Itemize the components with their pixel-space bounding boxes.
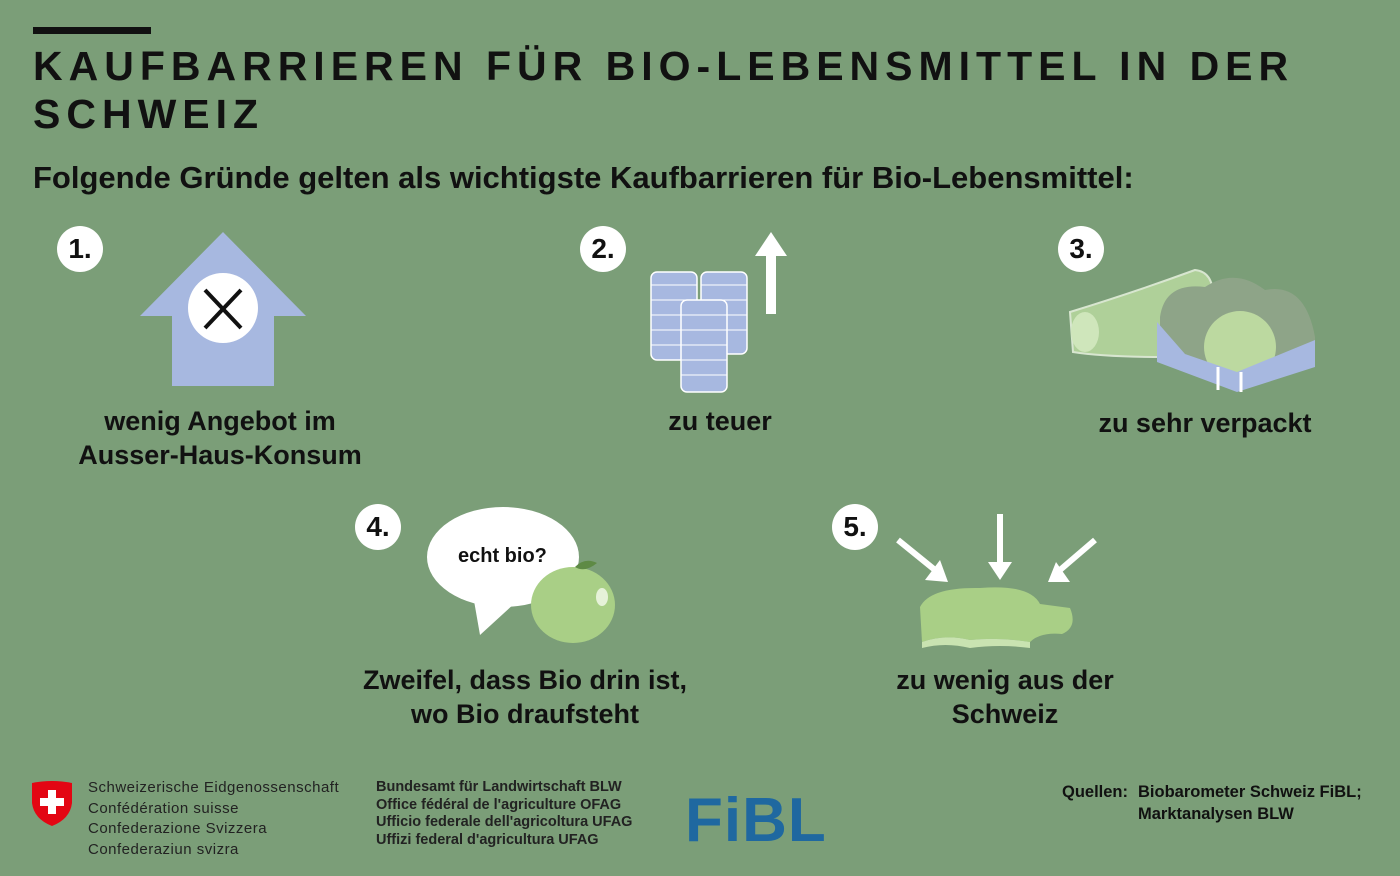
packaged-vegetables-icon (1068, 268, 1315, 392)
item-caption-5: zu wenig aus der Schweiz (850, 663, 1160, 731)
caption-line: Schweiz (951, 699, 1059, 729)
caption-line: zu teuer (668, 406, 772, 436)
federation-line: Schweizerische Eidgenossenschaft (88, 779, 340, 796)
swiss-coat-of-arms-icon (32, 781, 72, 826)
sources: Quellen: Biobarometer Schweiz FiBL; Mark… (1062, 781, 1362, 825)
fibl-logo: FiBL (685, 786, 827, 855)
item-caption-1: wenig Angebot im Ausser-Haus-Konsum (40, 404, 400, 472)
caption-line: zu wenig aus der (896, 665, 1114, 695)
sources-label: Quellen: (1062, 783, 1129, 801)
federation-line: Confederazione Svizzera (88, 820, 268, 837)
page-title: KAUFBARRIEREN FÜR BIO-LEBENSMITTEL IN DE… (33, 43, 1295, 137)
page-subtitle: Folgende Gründe gelten als wichtigste Ka… (33, 160, 1134, 195)
caption-line: wenig Angebot im (104, 406, 336, 436)
item-caption-4: Zweifel, dass Bio drin ist, wo Bio drauf… (320, 663, 730, 731)
caption-line: Ausser-Haus-Konsum (78, 440, 362, 470)
speech-bubble-text: echt bio? (458, 545, 547, 567)
item-number-5: 5. (832, 504, 878, 550)
federation-line: Confédération suisse (88, 799, 239, 817)
source-line: Marktanalysen BLW (1138, 805, 1294, 823)
coins-arrow-up-icon (650, 232, 787, 393)
federation-line: Confederaziun svizra (88, 840, 239, 858)
item-caption-2: zu teuer (560, 404, 880, 438)
title-bar-decoration (33, 27, 151, 34)
office-line: Office fédéral de l'agriculture OFAG (376, 796, 622, 813)
office-line: Ufficio federale dell'agricoltura UFAG (376, 814, 633, 830)
caption-line: Zweifel, dass Bio drin ist, (362, 665, 688, 695)
source-line: Biobarometer Schweiz FiBL; (1138, 783, 1362, 801)
switzerland-map-arrows-icon (896, 514, 1097, 648)
item-number-3: 3. (1058, 226, 1104, 272)
item-number-1: 1. (57, 226, 103, 272)
caption-line: zu sehr verpackt (1098, 408, 1312, 438)
swiss-federation-names: Schweizerische Eidgenossenschaft Confédé… (88, 778, 339, 860)
item-number-4: 4. (355, 504, 401, 550)
house-cutlery-icon (140, 232, 306, 386)
item-caption-3: zu sehr verpackt (1040, 406, 1370, 440)
office-names: Bundesamt für Landwirtschaft BLW Office … (376, 779, 632, 849)
office-line: Uffizi federal d'agricultura UFAG (376, 831, 599, 848)
speech-bubble-apple-icon (427, 507, 615, 643)
office-line: Bundesamt für Landwirtschaft BLW (376, 779, 622, 795)
item-number-2: 2. (580, 226, 626, 272)
caption-line: wo Bio draufsteht (411, 699, 639, 729)
